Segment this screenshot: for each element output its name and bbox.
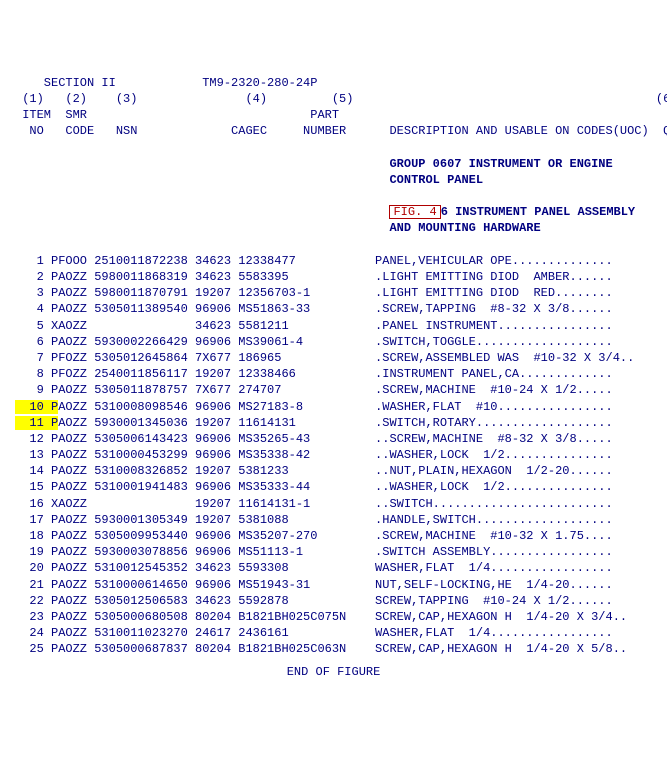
table-row: 15 PAOZZ 5310001941483 96906 MS35333-44 … (15, 479, 652, 495)
table-row: 1 PFOOO 2510011872238 34623 12338477 PAN… (15, 253, 652, 269)
table-row: 5 XAOZZ 34623 5581211 .PANEL INSTRUMENT.… (15, 318, 652, 334)
figure-header-line1: FIG. 46 INSTRUMENT PANEL ASSEMBLY (15, 204, 652, 220)
table-row: 20 PAOZZ 5310012545352 34623 5593308 WAS… (15, 560, 652, 576)
table-row: 11 PAOZZ 5930001345036 19207 11614131 .S… (15, 415, 652, 431)
table-row: 7 PFOZZ 5305012645864 7X677 186965 .SCRE… (15, 350, 652, 366)
spacer (15, 140, 652, 156)
table-row: 23 PAOZZ 5305000680508 80204 B1821BH025C… (15, 609, 652, 625)
table-row: 12 PAOZZ 5305006143423 96906 MS35265-43 … (15, 431, 652, 447)
table-row: 8 PFOZZ 2540011856117 19207 12338466 .IN… (15, 366, 652, 382)
table-row: 14 PAOZZ 5310008326852 19207 5381233 ..N… (15, 463, 652, 479)
column-header-1: ITEM SMR PART (15, 107, 652, 123)
section-header: SECTION II TM9-2320-280-24P (15, 75, 652, 91)
column-numbers: (1) (2) (3) (4) (5) (6) (7) (15, 91, 652, 107)
table-row: 17 PAOZZ 5930001305349 19207 5381088 .HA… (15, 512, 652, 528)
group-header-line2: CONTROL PANEL (15, 172, 652, 188)
spacer (15, 237, 652, 253)
table-row: 6 PAOZZ 5930002266429 96906 MS39061-4 .S… (15, 334, 652, 350)
table-row: 22 PAOZZ 5305012506583 34623 5592878 SCR… (15, 593, 652, 609)
table-row: 24 PAOZZ 5310011023270 24617 2436161 WAS… (15, 625, 652, 641)
parts-listing-document: SECTION II TM9-2320-280-24P (1) (2) (3) … (15, 75, 652, 680)
figure-header-line2: AND MOUNTING HARDWARE (15, 220, 652, 236)
table-row: 4 PAOZZ 5305011389540 96906 MS51863-33 .… (15, 301, 652, 317)
table-row: 19 PAOZZ 5930003078856 96906 MS51113-1 .… (15, 544, 652, 560)
group-header-line1: GROUP 0607 INSTRUMENT OR ENGINE (15, 156, 652, 172)
table-row: 10 PAOZZ 5310008098546 96906 MS27183-8 .… (15, 399, 652, 415)
table-row: 3 PAOZZ 5980011870791 19207 12356703-1 .… (15, 285, 652, 301)
table-row: 13 PAOZZ 5310000453299 96906 MS35338-42 … (15, 447, 652, 463)
column-header-2: NO CODE NSN CAGEC NUMBER DESCRIPTION AND… (15, 123, 652, 139)
table-row: 9 PAOZZ 5305011878757 7X677 274707 .SCRE… (15, 382, 652, 398)
end-of-figure: END OF FIGURE (15, 664, 652, 680)
table-row: 18 PAOZZ 5305009953440 96906 MS35207-270… (15, 528, 652, 544)
table-row: 21 PAOZZ 5310000614650 96906 MS51943-31 … (15, 577, 652, 593)
table-row: 25 PAOZZ 5305000687837 80204 B1821BH025C… (15, 641, 652, 657)
table-row: 2 PAOZZ 5980011868319 34623 5583395 .LIG… (15, 269, 652, 285)
figure-label-box: FIG. 4 (389, 205, 440, 219)
table-row: 16 XAOZZ 19207 11614131-1 ..SWITCH......… (15, 496, 652, 512)
spacer (15, 188, 652, 204)
